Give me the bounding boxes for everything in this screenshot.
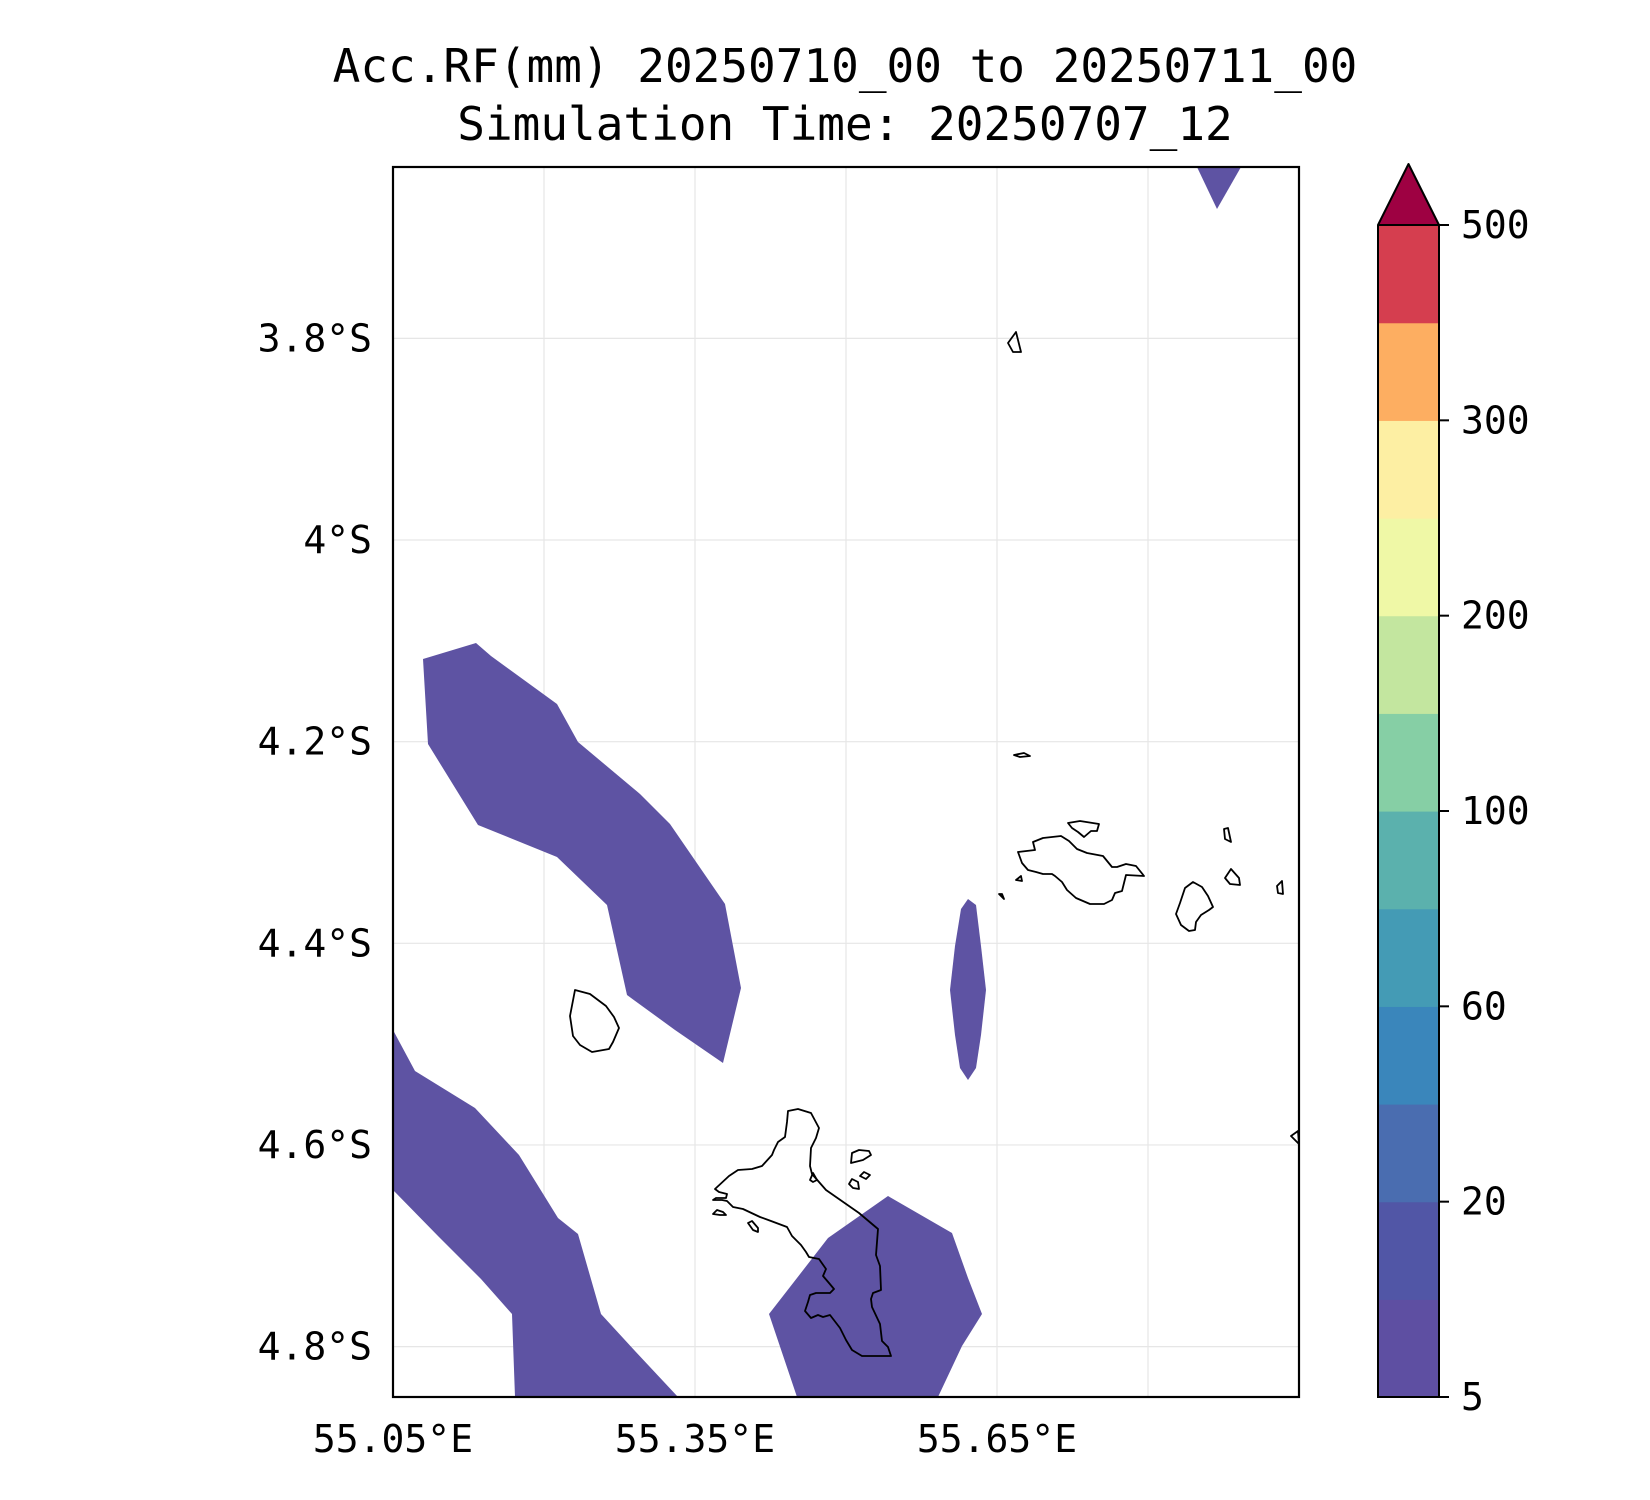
rain-region-southwest <box>393 1030 678 1397</box>
rain-region-top-corner <box>1197 167 1241 209</box>
latitude-tick-label: 4.6°S <box>258 1123 372 1167</box>
longitude-tick-label: 55.35°E <box>615 1417 775 1461</box>
coastline-islet <box>850 1149 872 1164</box>
map-title-line1: Acc.RF(mm) 20250710_00 to 20250711_00 <box>332 39 1358 93</box>
colorbar-bin <box>1378 811 1439 910</box>
colorbar-tick-label: 60 <box>1461 984 1507 1028</box>
colorbar-bin <box>1378 1201 1439 1300</box>
colorbar-tick-label: 100 <box>1461 789 1530 833</box>
map-title-line2: Simulation Time: 20250707_12 <box>457 97 1233 151</box>
colorbar-bin <box>1378 322 1439 421</box>
rain-region-narrow-east <box>950 899 986 1080</box>
coastline-praslin-island <box>1017 835 1145 905</box>
coastline-islet <box>1224 868 1241 886</box>
coastline-islet <box>1015 875 1023 882</box>
latitude-tick-labels: 3.8°S 4°S 4.2°S 4.4°S 4.6°S 4.8°S <box>258 316 372 1368</box>
latitude-tick-label: 4.4°S <box>258 921 372 965</box>
colorbar-bin <box>1378 615 1439 714</box>
coastline-islet <box>998 893 1005 900</box>
rain-region-northwest <box>423 643 741 1063</box>
longitude-tick-label: 55.65°E <box>917 1417 1077 1461</box>
longitude-tick-labels: 55.05°E 55.35°E 55.65°E <box>313 1417 1077 1461</box>
colorbar-tick-label: 200 <box>1461 594 1530 638</box>
longitude-tick-label: 55.05°E <box>313 1417 473 1461</box>
rainfall-regions <box>393 167 1241 1397</box>
colorbar-bin <box>1378 420 1439 519</box>
coastline-islet <box>747 1220 759 1233</box>
coastline-islet <box>1276 880 1284 895</box>
coastline-islet <box>1290 1130 1299 1145</box>
coastline-la-digue-island <box>1175 881 1214 932</box>
colorbar-bin <box>1378 1006 1439 1105</box>
colorbar-tick-label: 300 <box>1461 398 1530 442</box>
coastline-silhouette-island <box>569 989 620 1053</box>
colorbar-bin <box>1378 713 1439 812</box>
coastline-islet <box>1007 331 1022 353</box>
coastline-islet <box>859 1171 871 1180</box>
colorbar-tick-label: 20 <box>1461 1180 1507 1224</box>
colorbar-tick-label: 500 <box>1461 203 1530 247</box>
colorbar-tick-label: 5 <box>1461 1375 1484 1419</box>
latitude-tick-label: 4°S <box>303 518 372 562</box>
latitude-tick-label: 4.2°S <box>258 720 372 764</box>
rain-region-south-center <box>769 1196 982 1397</box>
latitude-tick-label: 4.8°S <box>258 1325 372 1369</box>
colorbar-bin <box>1378 908 1439 1007</box>
coastline-islet <box>809 1172 818 1183</box>
coastline-mahe-island <box>712 1108 892 1357</box>
colorbar-bin <box>1378 1299 1439 1398</box>
colorbar-bin <box>1378 225 1439 324</box>
map-frame <box>391 165 1301 1399</box>
colorbar-bin <box>1378 518 1439 617</box>
colorbar: 5 20 60 100 200 300 500 <box>1377 163 1530 1419</box>
latitude-tick-label: 3.8°S <box>258 316 372 360</box>
coastline-islet <box>1223 827 1232 843</box>
colorbar-bin <box>1378 1104 1439 1203</box>
coastline-islet <box>848 1178 860 1190</box>
coastlines <box>569 331 1299 1357</box>
coastline-islet <box>712 1209 727 1216</box>
colorbar-extend-arrow <box>1377 163 1440 226</box>
coastline-islet <box>1013 752 1031 758</box>
coastline-islet <box>1067 820 1100 838</box>
